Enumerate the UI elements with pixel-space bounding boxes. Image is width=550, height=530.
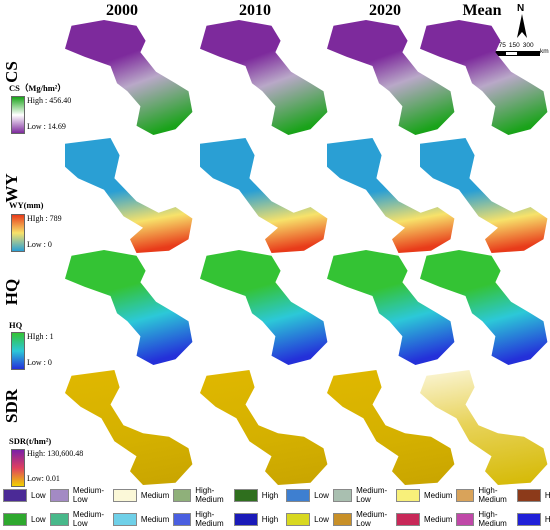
legend-item: Medium-Low — [49, 510, 109, 528]
legend-low-cs: Low : 14.69 — [27, 122, 66, 131]
map-wy-2010 — [200, 138, 330, 253]
legend-label: High — [261, 514, 279, 524]
legend-item: Medium — [112, 488, 170, 502]
legend-label: High — [544, 490, 550, 500]
gradient-bar-wy — [11, 214, 25, 252]
legend-item: High-Medium — [456, 486, 512, 504]
legend-label: Medium — [140, 514, 170, 524]
legend-item: Low — [3, 512, 46, 526]
legend-swatch — [112, 488, 137, 502]
legend-swatch — [395, 488, 420, 502]
legend-high-cs: High : 456.40 — [27, 96, 72, 105]
legend-swatch — [49, 488, 69, 502]
gradient-bar-cs — [11, 96, 25, 134]
legend-label: High-Medium — [478, 486, 507, 504]
legend-label: Medium-Low — [356, 510, 388, 528]
legend-label: Medium-Low — [72, 510, 105, 528]
legend-label: High-Medium — [195, 510, 224, 528]
legend-swatch — [112, 512, 137, 526]
legend-swatch — [516, 488, 541, 502]
legend-label: High-Medium — [478, 510, 507, 528]
legend-label: Medium — [423, 490, 453, 500]
column-heading-mean: Mean — [462, 2, 502, 19]
legend-swatch — [49, 512, 69, 526]
north-arrow-icon: N — [512, 3, 532, 38]
north-label: N — [517, 3, 525, 14]
legend-label: High — [544, 514, 550, 524]
legend-high-sdr: High: 130,600.48 — [27, 449, 84, 458]
legend-item: Medium-Low — [332, 486, 392, 504]
legend-item: Low — [3, 488, 46, 502]
map-sdr-2010 — [200, 370, 330, 485]
legend-label: High — [261, 490, 279, 500]
scale-unit: km — [540, 48, 549, 55]
scale-tick-75: 75 — [498, 42, 506, 49]
legend-swatch — [286, 512, 311, 526]
legend-title-hq: HQ — [9, 320, 23, 330]
legend-item: Medium-Low — [49, 486, 109, 504]
legend-item: Medium-Low — [332, 510, 392, 528]
legend-label: Medium — [140, 490, 170, 500]
map-hq-2010 — [200, 250, 330, 365]
legend-label: Low — [314, 514, 329, 524]
column-heading-2020: 2020 — [369, 2, 401, 19]
legend-item: Medium — [395, 512, 453, 526]
legend-label: Low — [31, 514, 46, 524]
column-heading-2010: 2010 — [239, 2, 271, 19]
row-label-hq: HQ — [2, 278, 21, 306]
legend-label: Medium — [423, 514, 453, 524]
classification-legend: Low Medium-Low Medium High-Medium High Low Med… — [0, 486, 550, 530]
legend-swatch — [233, 512, 258, 526]
legend-high-hq: HIgh : 1 — [27, 332, 54, 341]
scale-tick-300: 300 — [522, 42, 534, 49]
legend-item: High-Medium — [173, 510, 229, 528]
legend-low-wy: Low : 0 — [27, 240, 52, 249]
legend-swatch — [3, 512, 27, 526]
legend-title-wy: WY(mm) — [9, 200, 44, 210]
legend-high-wy: HIgh : 789 — [27, 214, 62, 223]
legend-swatch — [286, 488, 311, 502]
legend-swatch — [395, 512, 420, 526]
legend-swatch — [173, 512, 192, 526]
column-heading-2000: 2000 — [106, 2, 138, 19]
row-label-sdr: SDR — [2, 389, 21, 424]
legend-cs: CS（Mg/hm²） High : 456.40 Low : 14.69 — [9, 82, 104, 137]
legend-swatch — [173, 488, 192, 502]
legend-item: High-Medium — [173, 486, 229, 504]
legend-item: Low — [286, 488, 329, 502]
legend-item: Medium — [395, 488, 453, 502]
legend-swatch — [516, 512, 541, 526]
legend-swatch — [233, 488, 258, 502]
legend-swatch — [332, 488, 353, 502]
legend-wy: WY(mm) HIgh : 789 Low : 0 — [9, 200, 104, 255]
gradient-bar-hq — [11, 332, 25, 370]
legend-swatch — [456, 512, 475, 526]
legend-item: High — [233, 488, 279, 502]
scale-tick-150: 150 — [508, 42, 520, 49]
legend-item: Medium — [112, 512, 170, 526]
legend-sdr: SDR(t/hm²) High: 130,600.48 Low: 0.01 — [9, 436, 129, 487]
legend-low-hq: Low : 0 — [27, 358, 52, 367]
legend-hq: HQ HIgh : 1 Low : 0 — [9, 320, 104, 375]
legend-item: High — [516, 512, 550, 526]
legend-label: Medium-Low — [72, 486, 105, 504]
legend-item: High — [516, 488, 550, 502]
legend-swatch — [456, 488, 475, 502]
legend-item: Low — [286, 512, 329, 526]
legend-low-sdr: Low: 0.01 — [27, 474, 60, 483]
legend-item: High — [233, 512, 279, 526]
legend-title-sdr: SDR(t/hm²) — [9, 436, 52, 446]
legend-label: Low — [31, 490, 46, 500]
map-cs-2010 — [200, 20, 330, 135]
legend-label: Medium-Low — [356, 486, 388, 504]
legend-label: High-Medium — [195, 486, 224, 504]
legend-label: Low — [314, 490, 329, 500]
gradient-bar-sdr — [11, 449, 25, 487]
legend-swatch — [332, 512, 353, 526]
legend-swatch — [3, 488, 27, 502]
legend-item: High-Medium — [456, 510, 512, 528]
legend-title-cs: CS（Mg/hm²） — [9, 83, 66, 93]
